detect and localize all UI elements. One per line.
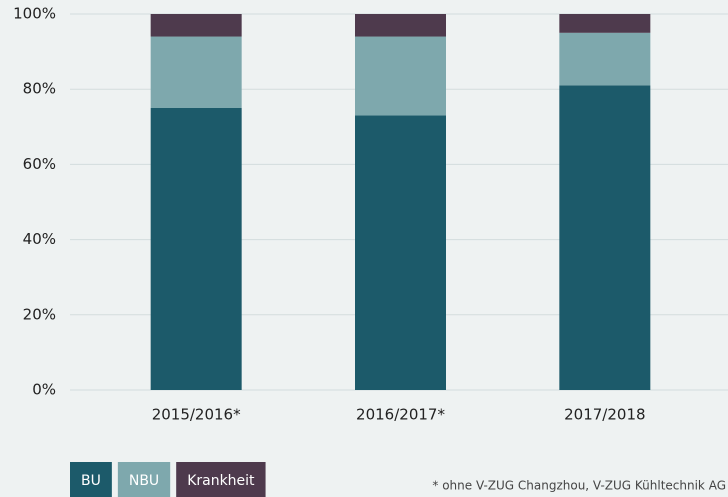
y-tick-label: 80% <box>23 80 56 98</box>
footnote: * ohne V-ZUG Changzhou, V-ZUG Kühltechni… <box>432 479 726 493</box>
y-tick-label: 0% <box>32 381 56 399</box>
bar-segment <box>355 14 446 37</box>
bar-segment <box>559 85 651 390</box>
legend-swatch <box>176 462 266 497</box>
legend-swatch <box>70 462 112 497</box>
y-tick-label: 40% <box>23 230 56 248</box>
legend-label: Krankheit <box>187 473 255 489</box>
y-tick-label: 100% <box>13 5 56 23</box>
x-tick-label: 2017/2018 <box>564 406 645 424</box>
legend-label: BU <box>81 473 101 489</box>
bar-segment <box>150 36 242 109</box>
bar-segment <box>150 14 242 37</box>
y-tick-label: 60% <box>23 155 56 173</box>
bar-segment <box>559 32 651 86</box>
bar-segment <box>559 14 651 33</box>
legend-swatch <box>117 462 171 497</box>
legend-label: NBU <box>129 473 159 489</box>
bar-segment <box>355 115 446 391</box>
y-tick-label: 20% <box>23 305 56 323</box>
bar-segment <box>355 36 446 116</box>
x-tick-label: 2015/2016* <box>152 406 241 424</box>
x-tick-label: 2016/2017* <box>356 406 445 424</box>
bar-segment <box>150 108 242 390</box>
